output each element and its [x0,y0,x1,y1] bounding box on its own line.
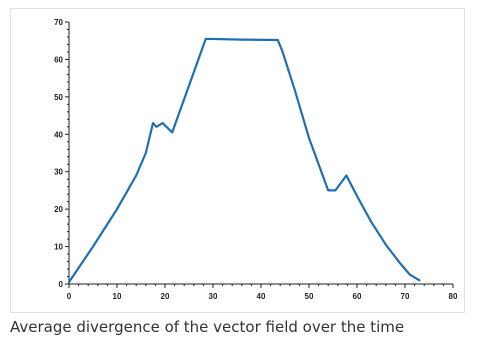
y-tick-label: 60 [54,55,63,64]
x-tick-label: 40 [257,292,266,301]
x-tick-label: 0 [67,292,72,301]
x-tick-label: 10 [113,292,122,301]
y-tick-label: 40 [54,130,63,139]
series-line-0 [67,37,421,284]
x-tick-label: 80 [449,292,458,301]
x-tick-label: 60 [353,292,362,301]
line-chart: 0 10 20 30 40 50 60 70 80 0 10 20 30 40 50 60 70 [54,18,458,301]
x-tick-label: 30 [209,292,218,301]
x-tick-label: 20 [161,292,170,301]
y-tick-label: 50 [54,93,63,102]
figure-caption: Average divergence of the vector field o… [10,318,405,336]
y-tick-label: 10 [54,243,63,252]
y-tick-label: 0 [59,280,64,289]
chart-frame [10,8,465,313]
y-tick-label: 30 [54,168,63,177]
x-tick-label: 50 [305,292,314,301]
y-tick-label: 20 [54,205,63,214]
x-tick-label: 70 [401,292,410,301]
y-tick-label: 70 [54,18,63,27]
